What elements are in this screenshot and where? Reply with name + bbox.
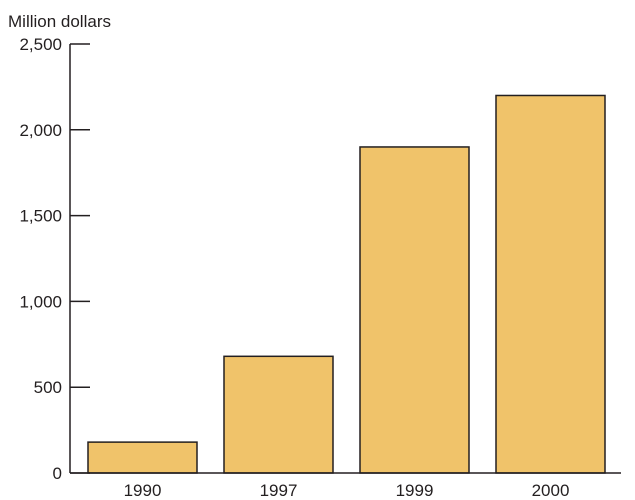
y-tick-label: 2,500 [19, 35, 62, 54]
y-tick-label: 1,500 [19, 207, 62, 226]
y-axis-label: Million dollars [8, 12, 111, 31]
x-tick-label: 1999 [396, 481, 434, 500]
x-tick-label: 1997 [260, 481, 298, 500]
bars [87, 94, 606, 474]
bar-1999 [359, 146, 470, 474]
x-axis-tick-labels: 1990 1997 1999 2000 [124, 481, 570, 500]
bar-1997 [223, 355, 334, 474]
bar-1990 [87, 441, 198, 474]
x-tick-label: 2000 [532, 481, 570, 500]
y-tick-label: 1,000 [19, 292, 62, 311]
y-tick-label: 500 [34, 378, 62, 397]
bar-2000 [495, 94, 606, 474]
x-tick-label: 1990 [124, 481, 162, 500]
y-axis-ticks: 0 500 1,000 1,500 2,000 2,500 [19, 35, 90, 483]
y-tick-label: 2,000 [19, 121, 62, 140]
y-tick-label: 0 [53, 464, 62, 483]
